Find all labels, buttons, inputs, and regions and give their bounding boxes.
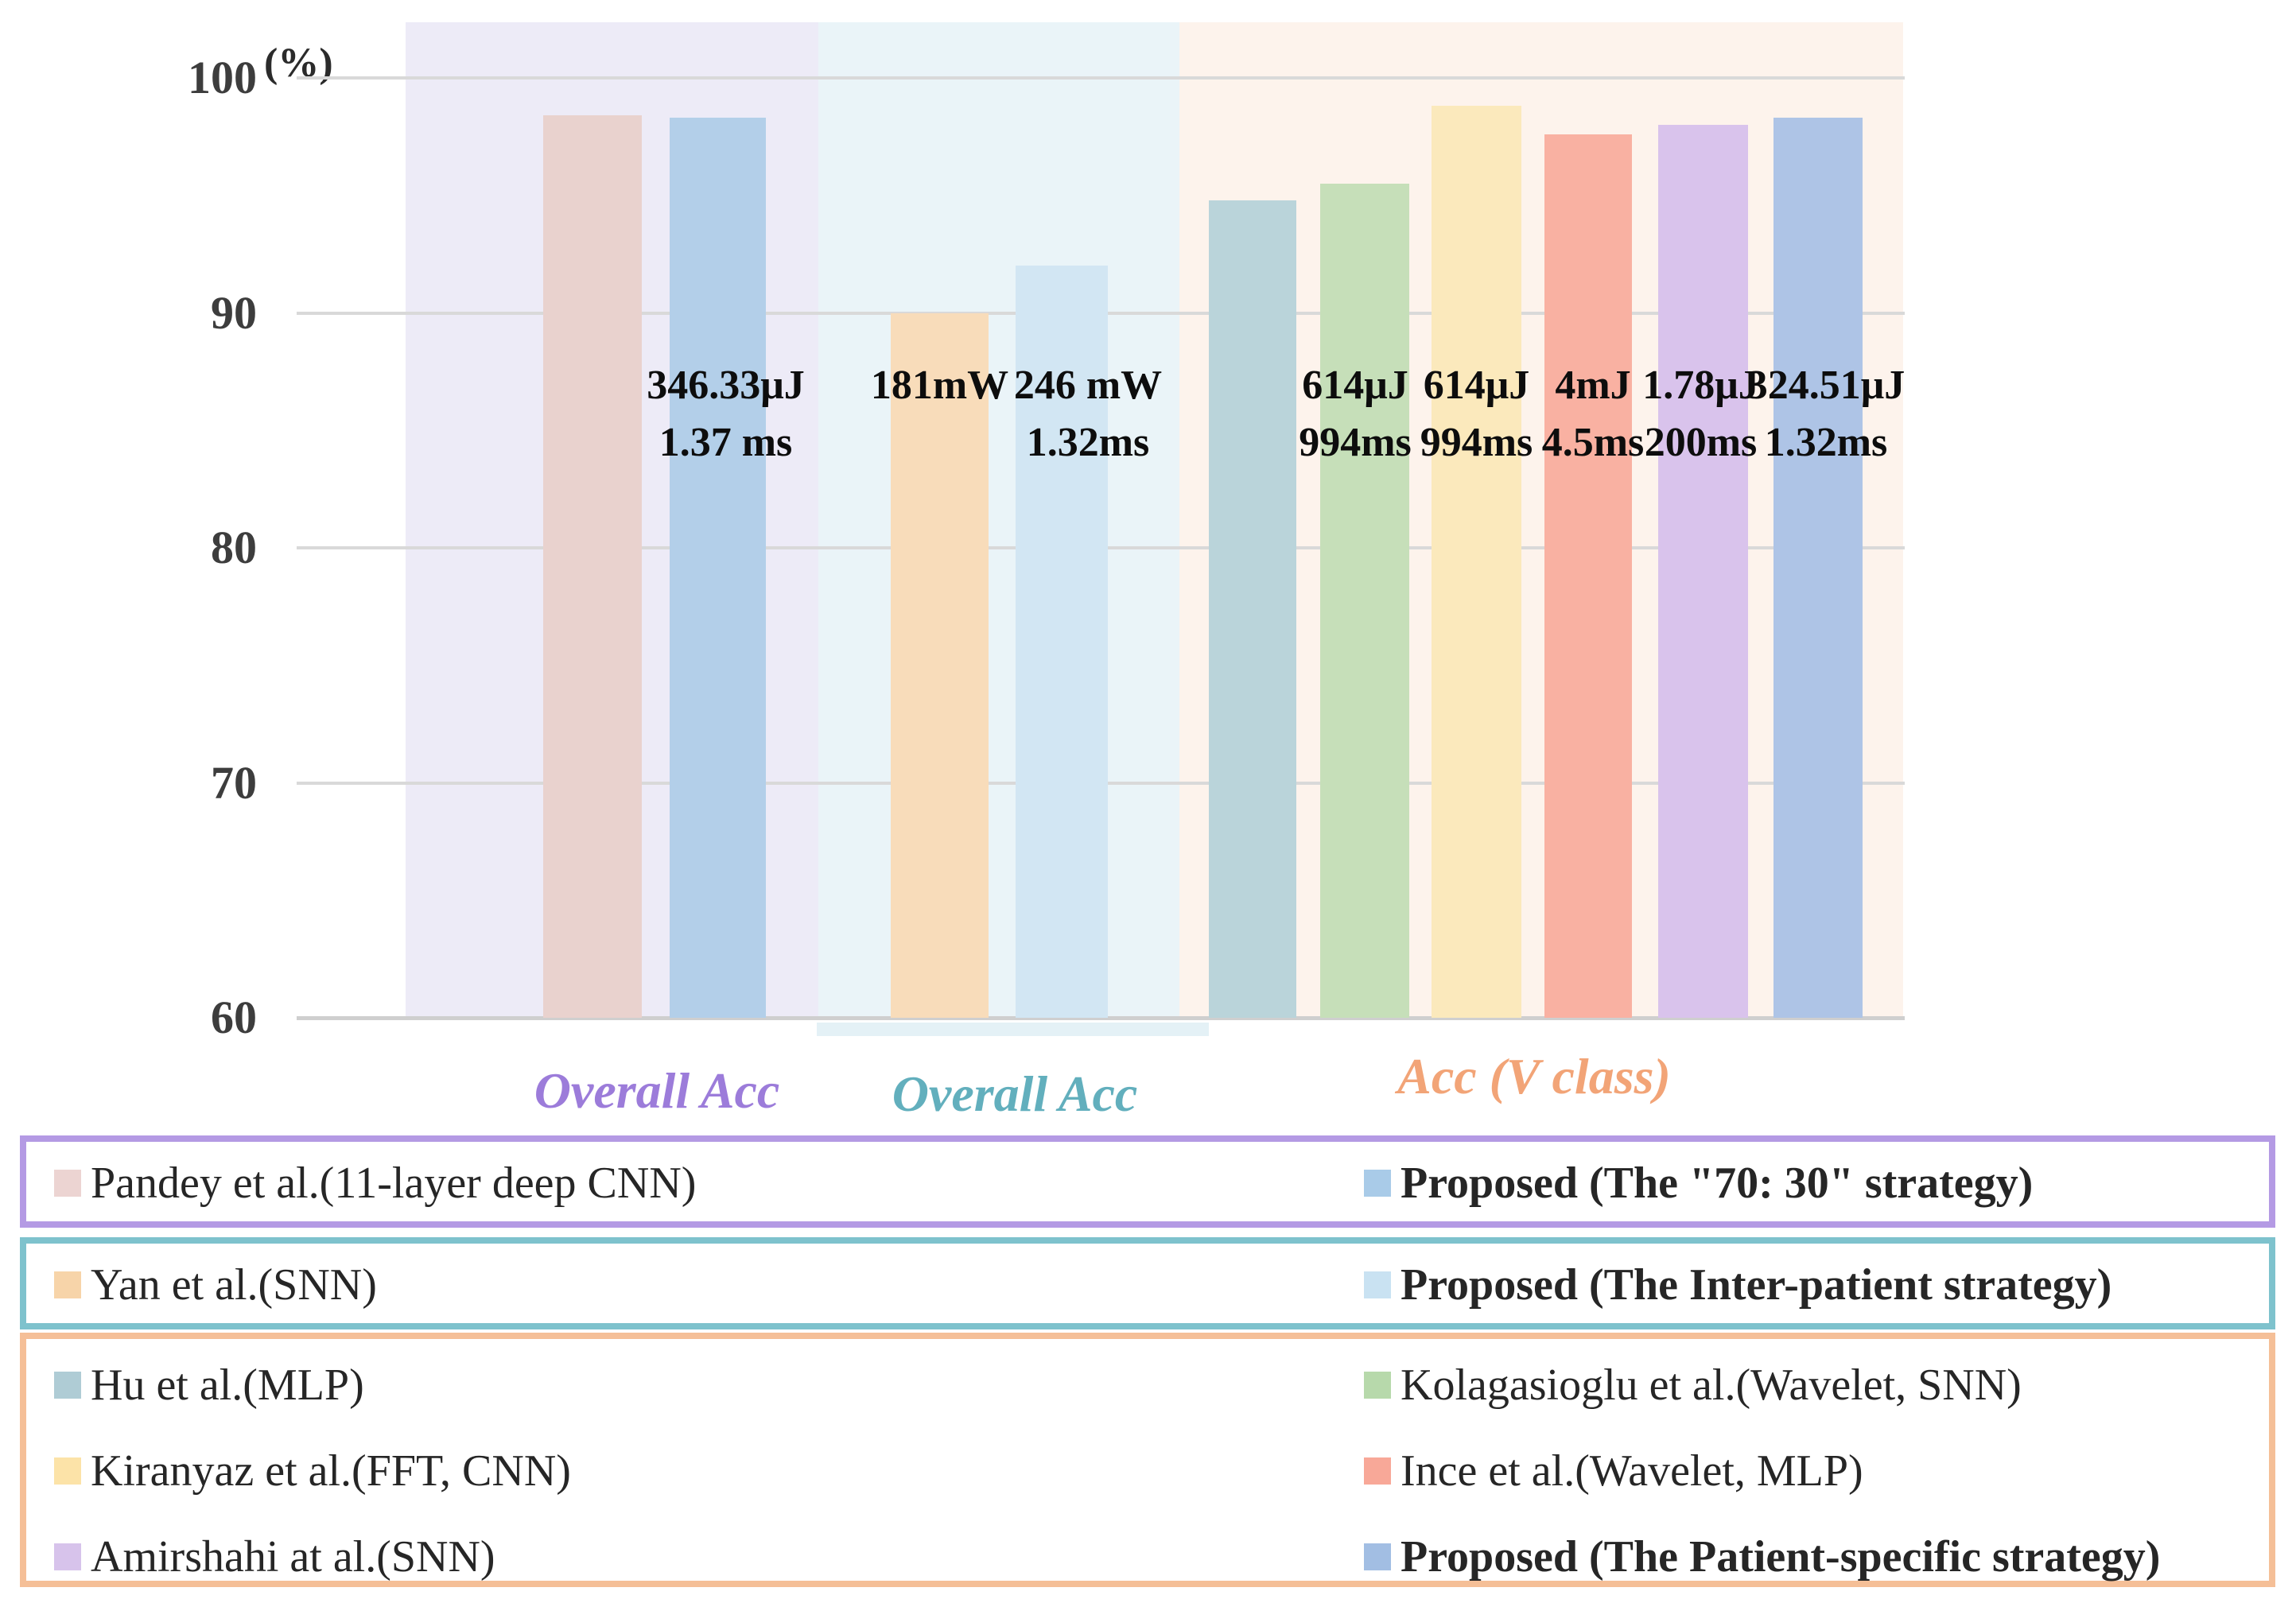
annotation-energy: 1.78μJ — [1642, 363, 1759, 408]
legend-swatch — [54, 1271, 81, 1298]
annotation-latency: 4.5ms — [1541, 420, 1645, 465]
legend-item: Ince et al.(Wavelet, MLP) — [1364, 1449, 1863, 1493]
legend-swatch — [1364, 1457, 1391, 1485]
legend-swatch — [1364, 1170, 1391, 1197]
legend-box-3: Hu et al.(MLP) Kolagasioglu et al.(Wavele… — [20, 1333, 2275, 1587]
legend-item: Amirshahi at al.(SNN) — [54, 1535, 495, 1579]
bar-kiranyaz-et-al-fft-cnn- — [1432, 106, 1521, 1018]
legend-label: Pandey et al.(11-layer deep CNN) — [91, 1159, 697, 1208]
group-label-1: Overall Acc — [534, 1062, 780, 1119]
legend-item: Proposed (The Patient-specific strategy) — [1364, 1535, 2160, 1579]
annotation-latency: 1.37 ms — [658, 420, 793, 465]
legend-label: Proposed (The Patient-specific strategy) — [1401, 1532, 2161, 1582]
legend-label: Kiranyaz et al.(FFT, CNN) — [91, 1446, 571, 1496]
legend-label: Yan et al.(SNN) — [91, 1260, 377, 1310]
gridline-60 — [297, 1015, 1905, 1020]
legend-box-1: Pandey et al.(11-layer deep CNN) Proposed… — [20, 1135, 2275, 1228]
bar-yan-et-al-snn- — [891, 312, 989, 1018]
bar-chart-plot-area: (%) 100 90 80 70 60 346.33μJ 1.37 ms Overall Ac… — [188, 22, 1906, 1122]
legend-label: Proposed (The "70: 30" strategy) — [1401, 1159, 2034, 1208]
annotation-energy: 4mJ — [1555, 363, 1631, 408]
annotation-latency: 994ms — [1420, 420, 1533, 465]
legend-swatch — [54, 1372, 81, 1399]
legend-item: Hu et al.(MLP) — [54, 1363, 364, 1407]
legend-label: Kolagasioglu et al.(Wavelet, SNN) — [1401, 1360, 2022, 1410]
gridline-100 — [297, 76, 1905, 80]
annotation-latency: 200ms — [1644, 420, 1758, 465]
annotation-energy: 181mW — [870, 363, 1009, 408]
legend-item: Kiranyaz et al.(FFT, CNN) — [54, 1449, 571, 1493]
bar-hu-et-al-mlp- — [1209, 200, 1296, 1018]
legend-item: Proposed (The Inter-patient strategy) — [1364, 1263, 2111, 1307]
y-tick-label-100: 100 — [188, 52, 257, 103]
annotation-energy: 246 mW — [1013, 363, 1163, 408]
annotation-energy: 346.33μJ — [647, 363, 805, 408]
group-label-3: Acc (V class) — [1397, 1048, 1671, 1104]
legend-label: Amirshahi at al.(SNN) — [91, 1532, 495, 1582]
annotation-latency: 994ms — [1299, 420, 1412, 465]
legend-item: Pandey et al.(11-layer deep CNN) — [54, 1161, 696, 1205]
bar-proposed-the-70-30-strategy- — [670, 118, 766, 1018]
y-tick-label-70: 70 — [211, 756, 257, 809]
annotation-energy: 614μJ — [1302, 363, 1408, 408]
legend-label: Ince et al.(Wavelet, MLP) — [1401, 1446, 1863, 1496]
legend-item: Proposed (The "70: 30" strategy) — [1364, 1161, 2033, 1205]
y-tick-label-80: 80 — [211, 522, 257, 573]
y-tick-label-60: 60 — [211, 992, 257, 1043]
legend-swatch — [1364, 1543, 1391, 1570]
legend-item: Kolagasioglu et al.(Wavelet, SNN) — [1364, 1363, 2022, 1407]
bar-proposed-the-inter-patient-strategy- — [1016, 266, 1108, 1018]
annotation-energy: 614μJ — [1423, 363, 1530, 408]
group-label-2: Overall Acc — [892, 1065, 1138, 1122]
bar-pandey-et-al-11-layer-deep-cnn- — [543, 115, 642, 1018]
bar-kolagasioglu-et-al-wavelet-snn- — [1320, 183, 1409, 1018]
group-band-2-extension — [817, 1023, 1209, 1036]
annotation-energy: 324.51μJ — [1746, 363, 1906, 408]
legend-swatch — [1364, 1372, 1391, 1399]
bar-proposed-the-patient-specific-strategy- — [1773, 118, 1863, 1018]
y-tick-label-90: 90 — [211, 286, 257, 339]
legend-label: Hu et al.(MLP) — [91, 1360, 364, 1410]
bar-ince-et-al-wavelet-mlp- — [1544, 134, 1632, 1018]
legend-swatch — [54, 1170, 81, 1197]
annotation-latency: 1.32ms — [1026, 420, 1150, 465]
legend-swatch — [1364, 1271, 1391, 1298]
annotation-latency: 1.32ms — [1764, 420, 1888, 465]
group-band-2 — [818, 22, 1179, 1018]
legend-swatch — [54, 1543, 81, 1570]
legend-box-2: Yan et al.(SNN) Proposed (The Inter-patie… — [20, 1237, 2275, 1329]
legend-item: Yan et al.(SNN) — [54, 1263, 377, 1307]
legend-swatch — [54, 1457, 81, 1485]
legend-label: Proposed (The Inter-patient strategy) — [1401, 1260, 2112, 1310]
bar-amirshahi-at-al-snn- — [1658, 125, 1748, 1018]
